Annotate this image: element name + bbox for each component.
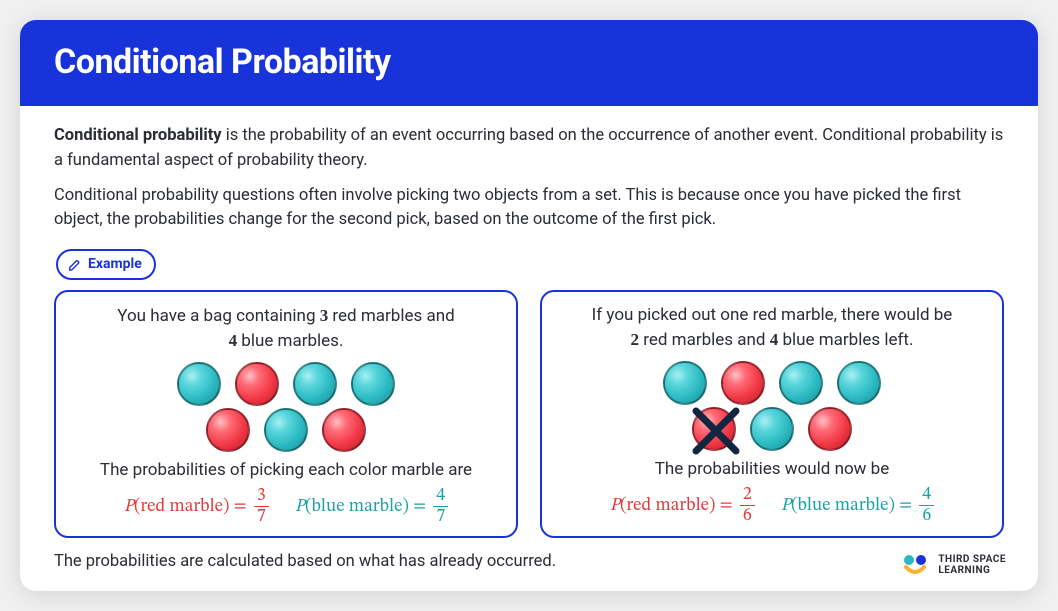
- marbles-left: [74, 362, 498, 452]
- example-panels: You have a bag containing 3 red marbles …: [54, 290, 1004, 538]
- panel-left-prob-text: The probabilities of picking each color …: [74, 458, 498, 484]
- marble-red: [206, 408, 250, 452]
- example-label: Example: [88, 254, 142, 275]
- cross-icon: [688, 403, 744, 459]
- marble-blue: [750, 407, 794, 451]
- page-title: Conditional Probability: [54, 42, 1004, 82]
- brand-icon: [900, 553, 930, 577]
- eq-red-right: P(red marble) = 26: [610, 486, 755, 525]
- marble-red: [721, 361, 765, 405]
- brand-logo: THIRD SPACE LEARNING: [900, 553, 1006, 577]
- marble-blue: [837, 361, 881, 405]
- marble-red: [235, 362, 279, 406]
- intro-para-1: Conditional probability is the probabili…: [54, 124, 1004, 174]
- intro-para-2: Conditional probability questions often …: [54, 184, 1004, 234]
- panel-right-prob-text: The probabilities would now be: [560, 457, 984, 483]
- content-area: Conditional probability is the probabili…: [20, 106, 1038, 591]
- marble-blue: [264, 408, 308, 452]
- marble-red: [322, 408, 366, 452]
- panel-left-equations: P(red marble) = 37 P(blue marble) = 47: [74, 487, 498, 526]
- panel-left-text: You have a bag containing 3 red marbles …: [74, 304, 498, 354]
- lesson-card: Conditional Probability Conditional prob…: [20, 20, 1038, 591]
- marble-blue: [663, 361, 707, 405]
- eq-red-left: P(red marble) = 37: [124, 487, 269, 526]
- footer-line: The probabilities are calculated based o…: [54, 550, 1004, 575]
- header-bar: Conditional Probability: [20, 20, 1038, 106]
- example-badge: Example: [56, 249, 156, 280]
- marbles-right: [560, 361, 984, 451]
- panel-right-text: If you picked out one red marble, there …: [560, 304, 984, 353]
- marble-blue: [779, 361, 823, 405]
- marble-blue: [351, 362, 395, 406]
- marble-red-crossed: [692, 407, 736, 451]
- brand-text: THIRD SPACE LEARNING: [938, 554, 1006, 576]
- panel-right: If you picked out one red marble, there …: [540, 290, 1004, 538]
- marble-blue: [177, 362, 221, 406]
- marble-red: [808, 407, 852, 451]
- pencil-icon: [68, 258, 82, 272]
- eq-blue-left: P(blue marble) = 47: [295, 487, 448, 526]
- eq-blue-right: P(blue marble) = 46: [781, 486, 934, 525]
- marble-blue: [293, 362, 337, 406]
- panel-right-equations: P(red marble) = 26 P(blue marble) = 46: [560, 486, 984, 525]
- intro-bold: Conditional probability: [54, 126, 222, 145]
- panel-left: You have a bag containing 3 red marbles …: [54, 290, 518, 538]
